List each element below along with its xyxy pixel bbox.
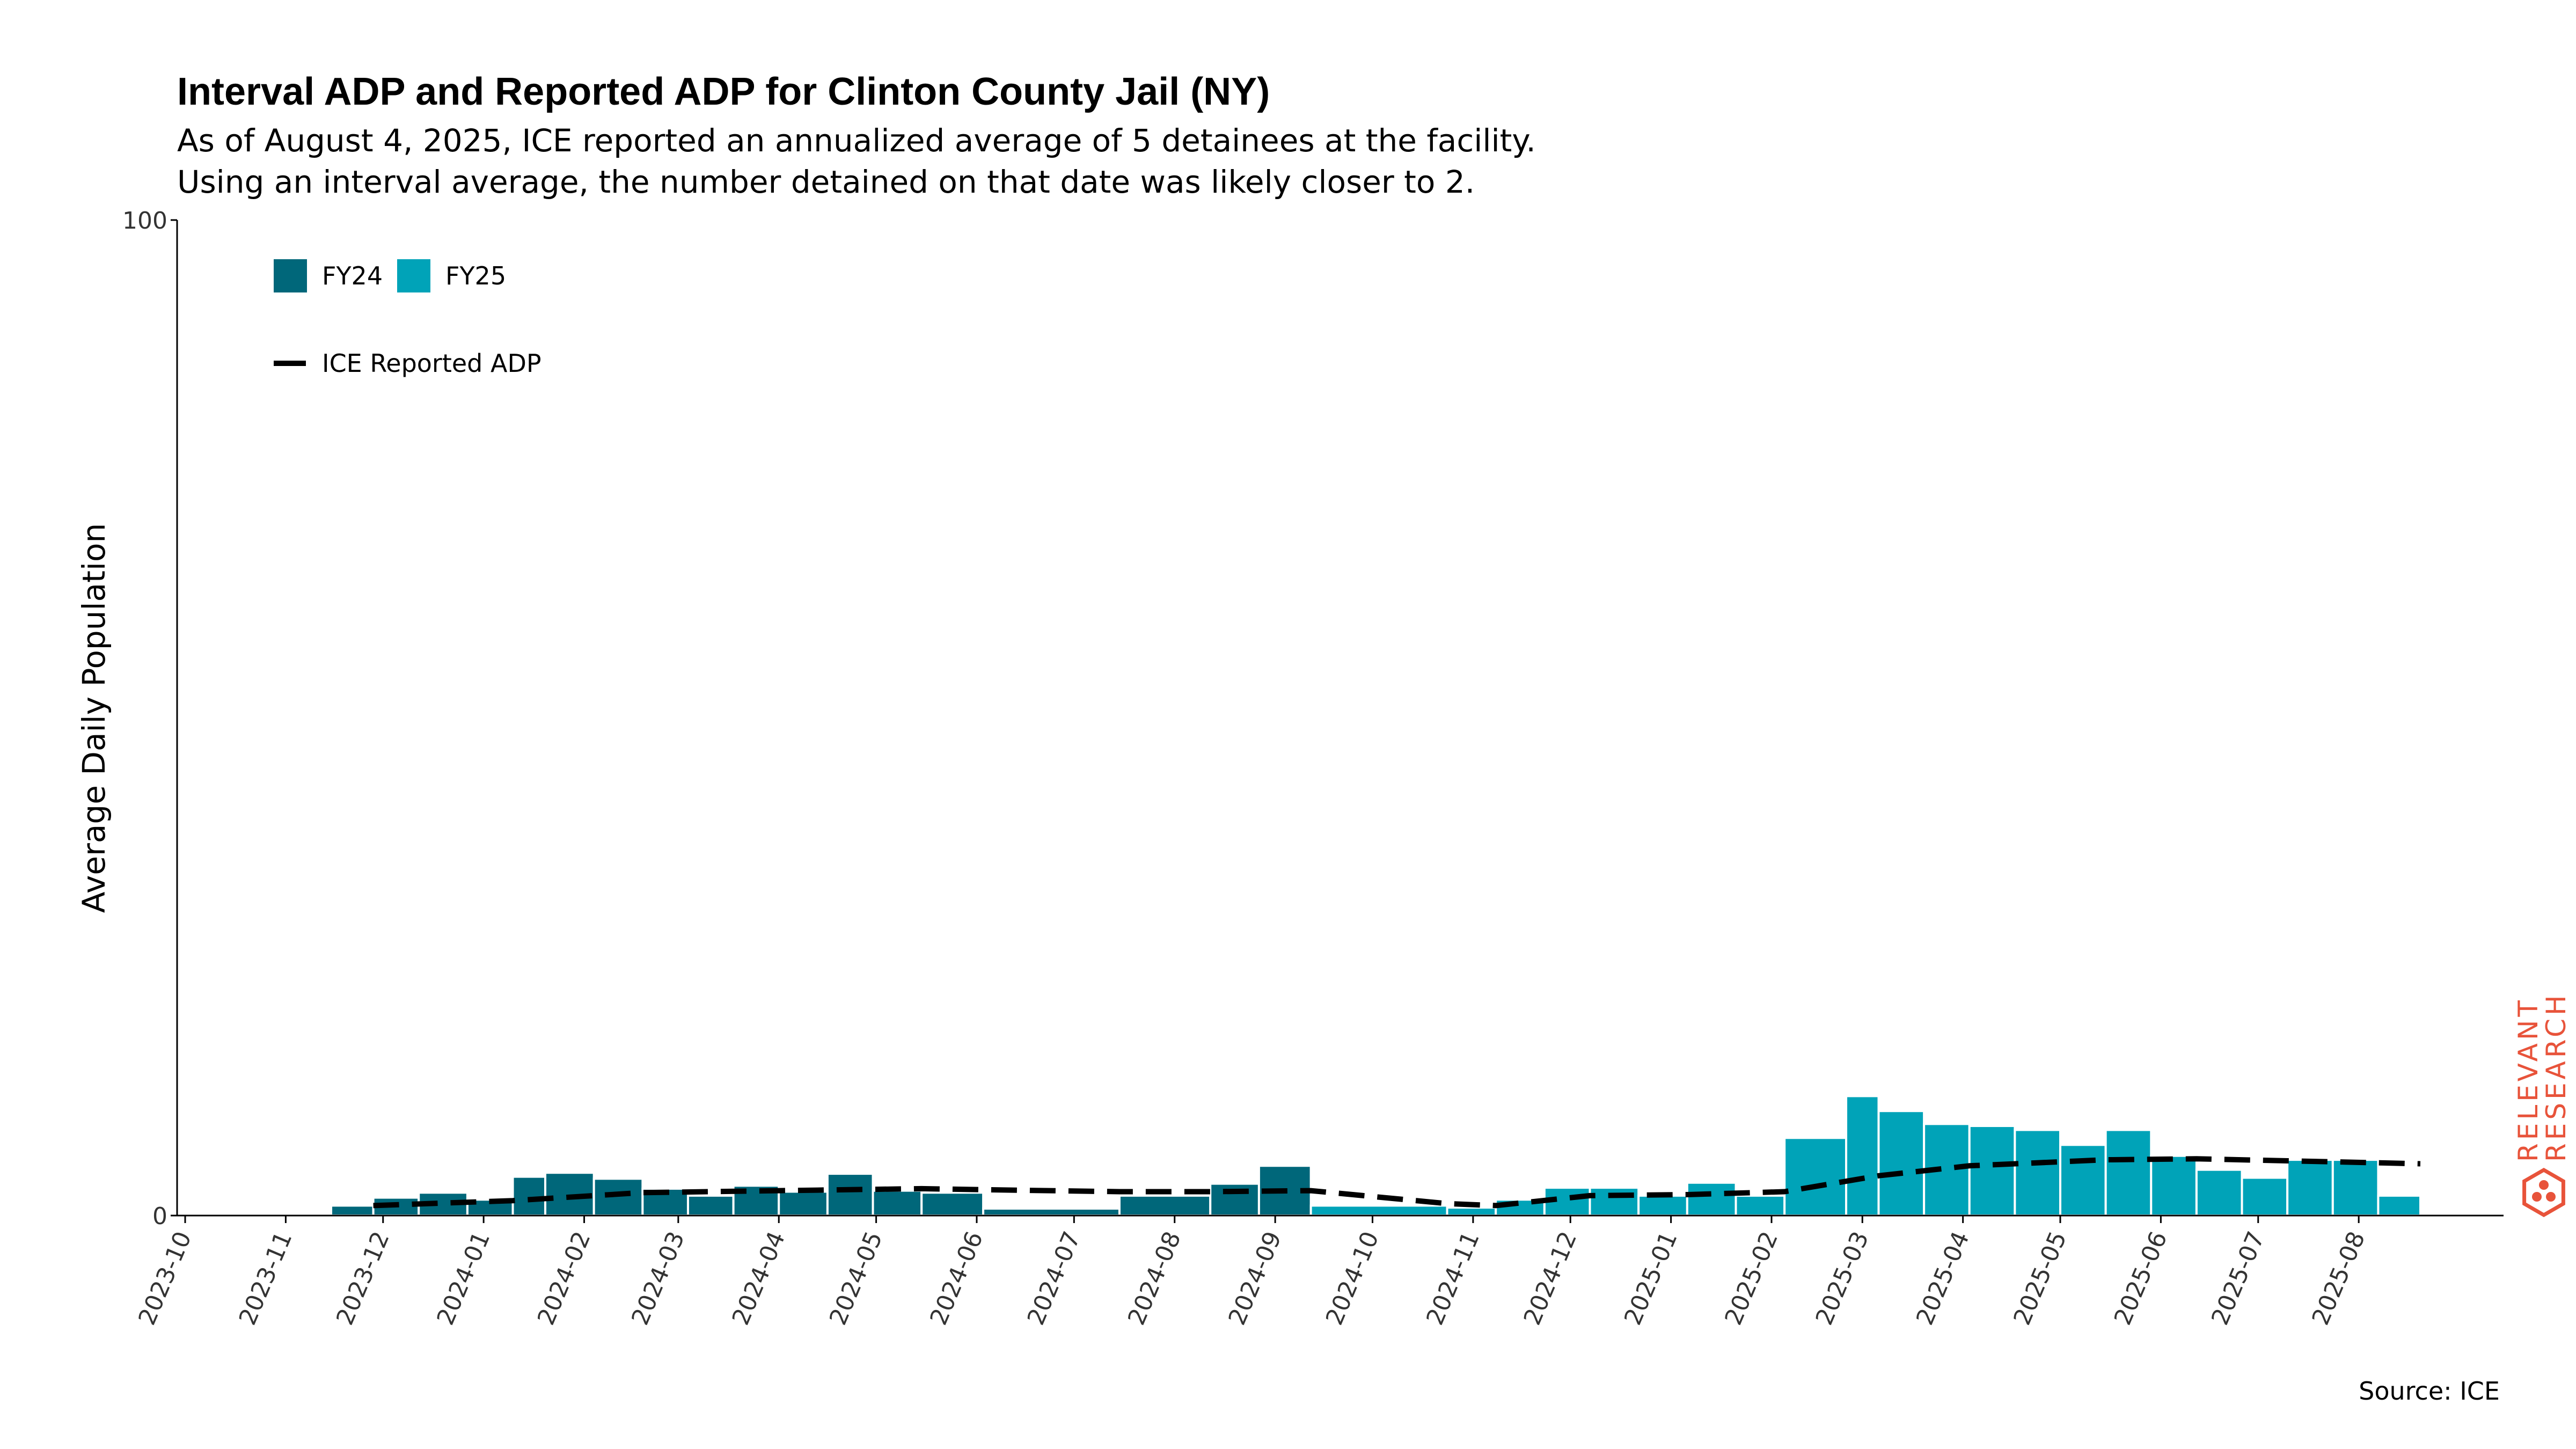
bar-fy25-18 bbox=[2195, 1168, 2243, 1217]
x-tick-label-2024-04: 2024-04 bbox=[727, 1227, 791, 1329]
logo-hexagon-icon bbox=[2522, 1167, 2565, 1218]
x-tick-label-2024-02: 2024-02 bbox=[532, 1227, 596, 1329]
x-tick-label-2023-11: 2023-11 bbox=[234, 1227, 298, 1329]
bars-layer bbox=[330, 1095, 2421, 1217]
x-tick-label-2024-01: 2024-01 bbox=[431, 1227, 495, 1329]
logo-dot-2 bbox=[2532, 1192, 2542, 1202]
logo-text-line-2: RESEARCH bbox=[2541, 992, 2572, 1162]
reported-adp-line bbox=[373, 1156, 2421, 1209]
bar-fy25-20 bbox=[2286, 1159, 2334, 1217]
chart-title: Interval ADP and Reported ADP for Clinto… bbox=[177, 70, 1270, 113]
logo-dot-1 bbox=[2539, 1180, 2549, 1190]
x-tick-label-2025-05: 2025-05 bbox=[2008, 1227, 2072, 1329]
bar-fy25-11 bbox=[1877, 1110, 1926, 1217]
x-tick-label-2025-06: 2025-06 bbox=[2109, 1227, 2173, 1329]
x-tick-label-2024-11: 2024-11 bbox=[1421, 1227, 1485, 1329]
x-tick-label-2023-10: 2023-10 bbox=[133, 1227, 197, 1329]
reported-adp-line-layer bbox=[373, 1156, 2421, 1209]
bar-fy25-19 bbox=[2241, 1176, 2289, 1217]
bar-fy25-17 bbox=[2150, 1154, 2198, 1217]
x-tick-label-2024-10: 2024-10 bbox=[1321, 1227, 1385, 1329]
x-tick-label-2024-05: 2024-05 bbox=[824, 1227, 888, 1329]
bar-fy25-13 bbox=[1968, 1125, 2016, 1217]
bar-fy25-1 bbox=[1309, 1204, 1448, 1217]
x-tick-label-2024-06: 2024-06 bbox=[925, 1227, 989, 1329]
x-tick-label-2025-04: 2025-04 bbox=[1911, 1227, 1975, 1329]
source-note: Source: ICE bbox=[2359, 1377, 2500, 1406]
x-tick-label-2025-03: 2025-03 bbox=[1811, 1227, 1875, 1329]
bar-fy24-12 bbox=[826, 1173, 874, 1217]
x-tick-label-2024-09: 2024-09 bbox=[1223, 1227, 1287, 1329]
bar-fy24-15 bbox=[982, 1208, 1121, 1217]
legend: FY24 FY25 ICE Reported ADP bbox=[274, 259, 541, 378]
chart-subtitle-line-1: As of August 4, 2025, ICE reported an an… bbox=[177, 122, 1536, 159]
x-tick-label-2024-12: 2024-12 bbox=[1519, 1227, 1583, 1329]
x-tick-label-2025-07: 2025-07 bbox=[2206, 1227, 2270, 1329]
bar-fy24-5 bbox=[511, 1175, 546, 1217]
legend-swatch-fy24 bbox=[274, 259, 307, 292]
bar-fy25-15 bbox=[2059, 1144, 2107, 1217]
bar-fy25-21 bbox=[2331, 1159, 2380, 1217]
bar-fy24-13 bbox=[872, 1189, 923, 1217]
bar-fy25-8 bbox=[1735, 1194, 1786, 1217]
bar-fy25-2 bbox=[1446, 1206, 1497, 1217]
bar-fy25-16 bbox=[2104, 1129, 2153, 1217]
logo-dot-3 bbox=[2546, 1192, 2556, 1202]
bar-fy24-9 bbox=[686, 1194, 735, 1217]
bar-fy25-7 bbox=[1686, 1181, 1737, 1217]
bar-fy24-11 bbox=[778, 1190, 829, 1217]
bar-fy25-22 bbox=[2377, 1194, 2421, 1217]
bar-fy24-16 bbox=[1118, 1194, 1212, 1217]
logo-text-line-1: RELEVANT bbox=[2513, 997, 2544, 1162]
bar-fy24-14 bbox=[920, 1191, 985, 1217]
chart-subtitle-line-2: Using an interval average, the number de… bbox=[177, 164, 1475, 200]
bar-fy24-1 bbox=[330, 1204, 375, 1217]
bar-fy24-17 bbox=[1209, 1182, 1260, 1217]
y-tick-label-100: 100 bbox=[122, 207, 167, 235]
x-tick-label-2025-08: 2025-08 bbox=[2307, 1227, 2370, 1329]
y-tick-label-0: 0 bbox=[152, 1203, 167, 1230]
x-tick-label-2024-08: 2024-08 bbox=[1123, 1227, 1187, 1329]
legend-label-reported-adp: ICE Reported ADP bbox=[322, 349, 541, 378]
y-axis-label: Average Daily Population bbox=[76, 523, 112, 913]
x-tick-label-2024-03: 2024-03 bbox=[626, 1227, 690, 1329]
bar-fy25-6 bbox=[1637, 1194, 1688, 1217]
legend-swatch-fy25 bbox=[397, 259, 430, 292]
x-tick-label-2024-07: 2024-07 bbox=[1022, 1227, 1086, 1329]
bar-fy25-9 bbox=[1783, 1137, 1848, 1217]
bar-fy25-14 bbox=[2014, 1129, 2062, 1217]
legend-label-fy25: FY25 bbox=[445, 261, 506, 290]
x-tick-label-2023-12: 2023-12 bbox=[331, 1227, 395, 1329]
bar-fy25-5 bbox=[1589, 1187, 1640, 1217]
bar-fy25-10 bbox=[1845, 1095, 1880, 1217]
x-tick-label-2025-01: 2025-01 bbox=[1619, 1227, 1683, 1329]
bar-fy24-7 bbox=[592, 1177, 644, 1217]
x-tick-label-2025-02: 2025-02 bbox=[1719, 1227, 1783, 1329]
legend-label-fy24: FY24 bbox=[322, 261, 383, 290]
